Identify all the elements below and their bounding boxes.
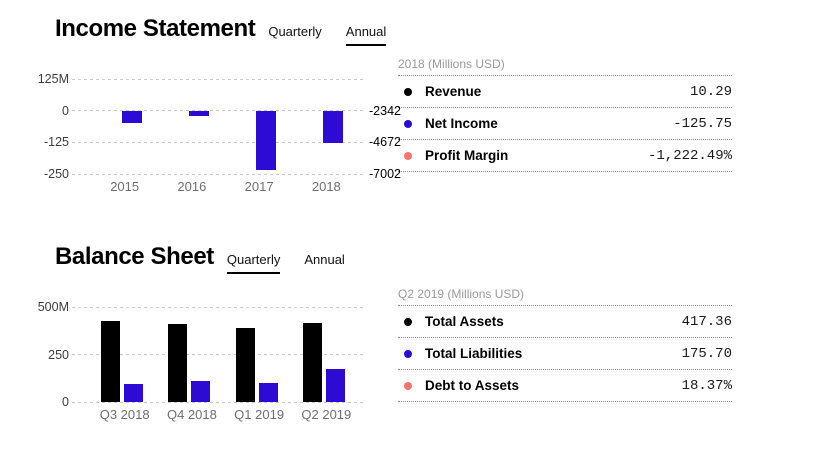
bar-total-assets[interactable] [235, 327, 255, 402]
balance-bar-chart: 500M 250 0 Q3 2018 Q4 2018 Q1 2019 Q2 2019 [20, 299, 398, 425]
table-row-profit-margin: Profit Margin -1,222.49% [398, 140, 732, 172]
table-row-revenue: Revenue 10.29 [398, 76, 732, 108]
y-axis-label: 0 [62, 103, 69, 118]
x-axis-label: Q2 2019 [301, 407, 352, 422]
balance-tab-annual[interactable]: Annual [304, 252, 345, 267]
bar-net-income[interactable] [323, 110, 344, 143]
y-axis-label: 500M [37, 300, 69, 314]
bar-total-liabilities[interactable] [258, 382, 278, 402]
debt-to-assets-series-bullet-icon [404, 381, 412, 390]
x-axis-label: 2016 [177, 179, 207, 194]
bar-net-income[interactable] [188, 110, 209, 116]
company-financials-page: Income Statement Quarterly Annual 125M 0 -… [0, 0, 815, 425]
bar-net-income[interactable] [121, 110, 142, 124]
total-liabilities-series-bullet-icon [404, 349, 412, 358]
gridline [72, 141, 363, 143]
balance-period-tabs: Quarterly Annual [226, 252, 345, 274]
bar-total-assets[interactable] [101, 321, 121, 402]
total-assets-value: 417.36 [681, 313, 732, 330]
net-income-label: Net Income [425, 116, 498, 131]
balance-content-row: 500M 250 0 Q3 2018 Q4 2018 Q1 2019 Q2 2019 Q2 … [0, 274, 815, 425]
y-axis-label: 250 [48, 347, 69, 362]
total-assets-series-bullet-icon [404, 317, 412, 326]
debt-to-assets-label: Debt to Assets [425, 378, 520, 393]
right-axis-label: -4672 [369, 135, 401, 150]
bar-total-liabilities[interactable] [191, 381, 211, 402]
bar-total-liabilities[interactable] [325, 368, 345, 402]
x-axis-label: 2018 [311, 179, 341, 194]
debt-to-assets-value: 18.37% [681, 377, 732, 394]
income-content-row: 125M 0 -125 -250 -2342 -4672 -7002 2015 2016 2017… [0, 46, 815, 197]
total-liabilities-label: Total Liabilities [425, 346, 523, 361]
gridline [72, 306, 363, 308]
y-axis-label: -250 [43, 167, 69, 181]
bar-total-assets[interactable] [302, 322, 322, 402]
profit-margin-series-bullet-icon [404, 151, 412, 160]
income-tab-annual[interactable]: Annual [345, 24, 387, 46]
profit-margin-value: -1,222.49% [647, 147, 732, 164]
gridline [72, 354, 363, 355]
plot-area [72, 78, 363, 175]
y-axis-label: 0 [62, 395, 69, 409]
gridline [72, 78, 363, 80]
income-data-panel: 2018 (Millions USD) Revenue 10.29 Net In… [398, 57, 732, 172]
income-section-title: Income Statement [55, 15, 256, 42]
right-axis-label: -2342 [369, 103, 401, 118]
income-period-tabs: Quarterly Annual [268, 24, 387, 46]
revenue-label: Revenue [425, 84, 482, 99]
revenue-value: 10.29 [689, 83, 732, 100]
total-assets-label: Total Assets [425, 314, 504, 329]
gridline [72, 110, 363, 112]
balance-tab-quarterly[interactable]: Quarterly [226, 252, 281, 274]
x-axis-label: 2015 [110, 179, 140, 194]
balance-section-title: Balance Sheet [55, 243, 214, 270]
balance-title-row: Balance Sheet Quarterly Annual [0, 242, 815, 274]
bar-total-liabilities[interactable] [124, 383, 144, 402]
income-bar-chart: 125M 0 -125 -250 -2342 -4672 -7002 2015 2016 2017… [20, 71, 401, 197]
net-income-series-bullet-icon [404, 119, 412, 128]
income-statement-section: Income Statement Quarterly Annual 125M 0 -… [0, 0, 815, 197]
right-axis-label: -7002 [369, 167, 401, 181]
y-axis-label: -125 [43, 135, 69, 150]
x-axis-label: Q3 2018 [99, 407, 150, 422]
y-axis-label: 125M [37, 72, 69, 86]
balance-sheet-section: Balance Sheet Quarterly Annual 500M 250 0 Q… [0, 242, 815, 425]
revenue-series-bullet-icon [404, 87, 412, 96]
income-panel-period-header: 2018 (Millions USD) [398, 57, 732, 76]
balance-data-panel: Q2 2019 (Millions USD) Total Assets 417.… [398, 287, 732, 402]
gridline [72, 401, 363, 403]
table-row-net-income: Net Income -125.75 [398, 108, 732, 140]
balance-panel-period-header: Q2 2019 (Millions USD) [398, 287, 732, 306]
income-title-row: Income Statement Quarterly Annual [0, 14, 815, 46]
total-liabilities-value: 175.70 [681, 345, 732, 362]
profit-margin-label: Profit Margin [425, 148, 509, 163]
plot-area [72, 306, 363, 403]
table-row-total-liabilities: Total Liabilities 175.70 [398, 338, 732, 370]
table-row-debt-to-assets: Debt to Assets 18.37% [398, 370, 732, 402]
x-axis-label: 2017 [244, 179, 274, 194]
table-row-total-assets: Total Assets 417.36 [398, 306, 732, 338]
income-tab-quarterly[interactable]: Quarterly [268, 24, 322, 39]
bar-total-assets[interactable] [168, 324, 188, 402]
x-axis-label: Q4 2018 [166, 407, 217, 422]
gridline [72, 173, 363, 175]
bar-net-income[interactable] [256, 110, 277, 171]
net-income-value: -125.75 [673, 115, 732, 132]
x-axis-label: Q1 2019 [234, 407, 285, 422]
